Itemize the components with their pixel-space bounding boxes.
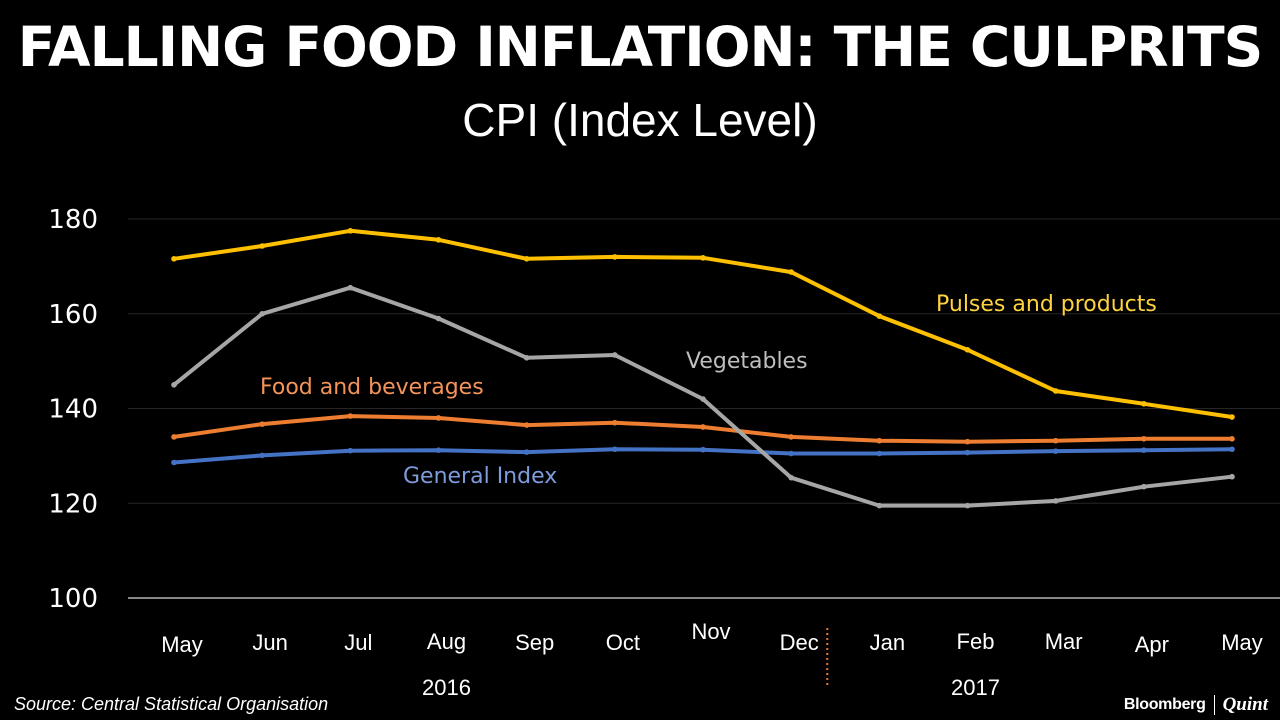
series-label: Food and beverages	[260, 375, 484, 400]
brand-divider	[1213, 695, 1215, 715]
x-tick-label: Apr	[1135, 632, 1169, 657]
data-point	[1141, 400, 1147, 407]
year-label: 2016	[422, 675, 471, 700]
data-point	[788, 450, 794, 457]
chart-title: FALLING FOOD INFLATION: THE CULPRITS	[17, 15, 1264, 79]
data-point	[435, 315, 442, 322]
data-point	[1229, 473, 1235, 480]
y-tick-label: 160	[48, 300, 98, 330]
chart-subtitle: CPI (Index Level)	[462, 94, 818, 146]
x-tick-label: Sep	[515, 630, 554, 655]
data-point	[347, 284, 354, 291]
data-point	[700, 255, 706, 261]
data-point	[788, 474, 794, 481]
data-point	[964, 438, 971, 445]
data-point	[964, 502, 971, 509]
data-point	[1229, 414, 1235, 420]
data-point	[171, 382, 177, 388]
series-lines	[171, 228, 1235, 509]
data-point	[612, 419, 618, 426]
year-label: 2017	[951, 675, 1000, 700]
x-tick-label: May	[161, 632, 203, 657]
data-point	[876, 313, 883, 319]
data-point	[259, 310, 265, 317]
x-tick-label: Jun	[252, 630, 287, 655]
gridlines	[128, 218, 1280, 599]
data-point	[347, 447, 354, 454]
data-point	[964, 346, 971, 353]
data-point	[259, 243, 265, 249]
data-point	[523, 255, 530, 262]
x-tick-label: Jul	[344, 630, 372, 655]
data-point	[523, 355, 530, 361]
data-point	[1052, 498, 1059, 504]
x-tick-label: Oct	[606, 630, 640, 655]
y-tick-label: 140	[48, 395, 98, 425]
series-label: General Index	[403, 464, 557, 489]
data-point	[788, 434, 794, 440]
data-point	[435, 237, 442, 243]
data-point	[259, 421, 265, 427]
data-point	[1052, 448, 1059, 454]
data-point	[700, 396, 706, 402]
y-tick-label: 100	[48, 584, 98, 614]
y-tick-label: 120	[48, 489, 98, 519]
data-point	[700, 424, 706, 430]
year-labels: 2016 2017	[422, 675, 1000, 700]
x-tick-label: Aug	[427, 629, 466, 654]
data-point	[876, 502, 883, 509]
data-point	[876, 450, 883, 457]
data-point	[1141, 447, 1147, 453]
data-point	[876, 437, 883, 444]
x-tick-label: May	[1221, 630, 1263, 655]
data-point	[612, 254, 618, 260]
series-label: Vegetables	[686, 349, 808, 374]
data-point	[171, 434, 177, 440]
data-point	[1052, 388, 1059, 394]
y-tick-label: 180	[48, 205, 98, 235]
data-point	[523, 449, 530, 455]
data-point	[612, 446, 618, 453]
brand-bloomberg: Bloomberg	[1123, 696, 1206, 713]
x-tick-label: Mar	[1045, 629, 1083, 654]
y-axis-ticks: 100 120 140 160 180	[48, 205, 98, 614]
series-label: Pulses and products	[936, 292, 1157, 317]
data-point	[1229, 436, 1235, 442]
x-tick-label: Dec	[780, 630, 819, 655]
data-point	[435, 415, 442, 421]
series-labels: Pulses and products Vegetables Food and be…	[260, 292, 1157, 489]
x-axis-ticks: May Jun Jul Aug Sep Oct Nov Dec Jan Feb Mar Apr May	[161, 619, 1263, 657]
data-point	[347, 413, 354, 419]
data-point	[435, 447, 442, 453]
data-point	[259, 452, 265, 459]
data-point	[347, 228, 354, 234]
data-point	[788, 269, 794, 275]
source-note: Source: Central Statistical Organisation	[14, 694, 329, 714]
brand-logo: Bloomberg Quint	[1124, 694, 1268, 716]
data-point	[1052, 437, 1059, 444]
brand-quint: Quint	[1222, 694, 1268, 715]
data-point	[700, 446, 706, 453]
data-point	[612, 352, 618, 358]
data-point	[1141, 483, 1147, 490]
data-point	[964, 449, 971, 456]
x-tick-label: Jan	[870, 630, 905, 655]
data-point	[1141, 436, 1147, 442]
x-tick-label: Nov	[691, 619, 730, 644]
data-point	[1229, 446, 1235, 453]
data-point	[171, 255, 177, 262]
data-point	[523, 422, 530, 428]
data-point	[171, 459, 177, 466]
x-tick-label: Feb	[957, 629, 995, 654]
